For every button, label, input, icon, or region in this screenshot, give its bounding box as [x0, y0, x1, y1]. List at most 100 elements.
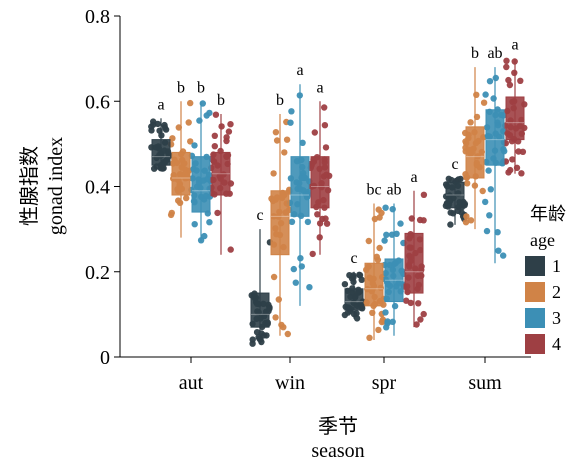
legend-label: 4	[552, 334, 561, 354]
data-point	[272, 314, 279, 321]
group-letter: bc	[366, 182, 381, 199]
legend-swatch	[525, 308, 545, 328]
data-point	[486, 212, 493, 219]
legend-label: 3	[552, 308, 561, 328]
data-point	[397, 220, 404, 227]
data-point	[483, 227, 491, 235]
data-point	[494, 229, 501, 236]
data-point	[292, 279, 299, 286]
y-tick-label: 0.4	[85, 177, 110, 199]
data-point	[447, 221, 454, 228]
data-point	[304, 218, 312, 226]
box	[310, 156, 330, 209]
legend-label: 2	[552, 282, 561, 302]
data-point	[420, 310, 427, 318]
data-point	[413, 321, 420, 328]
x-axis-label-cn: 季节	[318, 415, 358, 438]
data-point	[482, 198, 489, 206]
data-point	[467, 217, 475, 224]
data-point	[169, 135, 176, 142]
box	[505, 96, 525, 141]
y-ticks: 0 0.2 0.4 0.6 0.8	[85, 6, 120, 369]
legend-title-cn: 年龄	[530, 204, 566, 224]
box	[364, 262, 384, 307]
data-point	[382, 204, 389, 211]
data-point	[518, 170, 525, 177]
data-point	[270, 170, 277, 177]
data-point	[203, 112, 210, 119]
data-point	[503, 63, 510, 71]
y-axis-label-cn: 性腺指数	[18, 146, 41, 226]
data-point	[365, 237, 372, 245]
y-axis-label-en: gonad index	[45, 137, 67, 235]
box	[151, 139, 171, 166]
data-point	[507, 166, 514, 174]
data-point	[273, 137, 281, 144]
data-point	[278, 321, 285, 329]
legend: 年龄 age 1 2 3 4	[525, 204, 566, 354]
group-letter: c	[256, 207, 263, 224]
data-point	[341, 311, 349, 319]
group-letter: b	[276, 92, 284, 109]
data-point	[288, 108, 295, 115]
x-axis-label-en: season	[311, 440, 364, 462]
data-point	[284, 330, 291, 338]
data-point	[290, 265, 297, 273]
box	[211, 151, 231, 196]
group-letter: b	[197, 79, 205, 96]
data-point	[322, 215, 329, 222]
data-point	[391, 302, 399, 310]
data-point	[517, 77, 524, 85]
group-letter: b	[471, 45, 479, 62]
data-point	[462, 219, 470, 226]
legend-swatch	[525, 256, 545, 276]
x-tick-label: spr	[372, 372, 397, 394]
data-point	[389, 206, 396, 213]
box	[465, 126, 485, 179]
group-letter: a	[316, 79, 323, 96]
data-point	[309, 250, 316, 258]
box	[270, 190, 290, 256]
data-point	[492, 74, 499, 82]
data-point	[485, 167, 492, 174]
data-point	[378, 318, 385, 326]
x-tick-label: win	[275, 372, 305, 394]
x-ticks: aut win spr sum	[179, 357, 502, 394]
data-point	[211, 143, 218, 150]
y-tick-label: 0.2	[85, 262, 110, 284]
box	[445, 181, 465, 209]
data-point	[509, 156, 516, 163]
data-point	[212, 111, 220, 118]
legend-swatch	[525, 334, 545, 354]
data-point	[420, 191, 428, 198]
y-tick-label: 0	[100, 347, 110, 369]
data-point	[148, 123, 155, 130]
data-point	[176, 199, 184, 206]
data-point	[272, 129, 280, 136]
data-point	[487, 186, 494, 193]
data-point	[495, 247, 502, 254]
data-point	[167, 211, 175, 219]
data-point	[511, 69, 518, 77]
data-point	[417, 316, 424, 323]
box	[290, 156, 310, 217]
box	[384, 258, 404, 303]
data-point	[506, 81, 514, 89]
data-point	[416, 216, 424, 224]
data-point	[314, 211, 321, 218]
data-point	[223, 137, 230, 145]
data-point	[275, 296, 282, 303]
data-point	[482, 91, 489, 98]
x-tick-label: aut	[179, 372, 204, 394]
data-point	[464, 180, 471, 187]
data-point	[479, 187, 486, 195]
data-point	[389, 318, 396, 325]
data-point	[378, 209, 385, 217]
group-letter: a	[511, 37, 518, 54]
data-point	[299, 139, 306, 146]
data-point	[454, 207, 462, 215]
data-point	[415, 300, 422, 307]
data-point	[356, 272, 364, 279]
data-point	[383, 231, 390, 238]
